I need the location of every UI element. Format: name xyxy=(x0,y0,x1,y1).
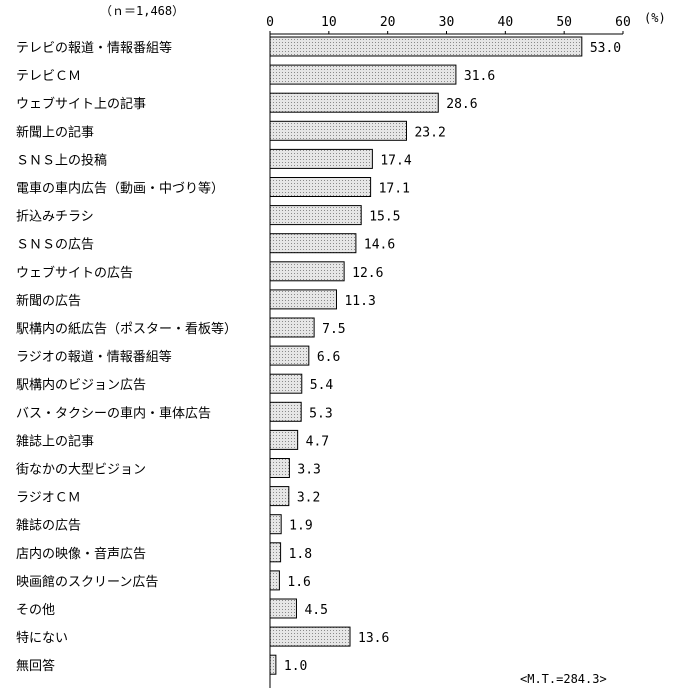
data-label: 1.6 xyxy=(287,575,310,590)
bar xyxy=(269,177,372,197)
category-label: ＳＮＳの広告 xyxy=(16,238,94,253)
data-label: 4.5 xyxy=(304,603,327,618)
bar xyxy=(269,205,362,226)
bar xyxy=(269,36,583,57)
data-label: 3.2 xyxy=(297,491,320,506)
category-label: 新聞の広告 xyxy=(16,293,81,309)
bar xyxy=(269,373,303,394)
category-label: ウェブサイト上の記事 xyxy=(16,96,146,112)
mt-total-label: <M.T.=284.3> xyxy=(520,672,607,686)
category-label: 雑誌の広告 xyxy=(16,518,81,534)
bar xyxy=(269,317,315,338)
data-label: 1.9 xyxy=(289,519,312,534)
bar xyxy=(269,401,302,422)
x-tick-label: 60 xyxy=(615,15,631,30)
x-tick-label: 20 xyxy=(380,15,396,30)
bar xyxy=(269,654,277,675)
x-tick-label: 50 xyxy=(556,15,572,30)
bar xyxy=(269,120,407,141)
bar xyxy=(269,429,299,450)
bar xyxy=(269,261,345,282)
category-label: 雑誌上の記事 xyxy=(16,433,94,449)
bar xyxy=(269,486,290,507)
bar xyxy=(269,64,457,85)
data-label: 4.7 xyxy=(306,434,329,449)
data-label: 28.6 xyxy=(446,97,477,112)
category-label: 特にない xyxy=(16,631,68,646)
data-label: 13.6 xyxy=(358,631,389,646)
bar xyxy=(269,92,439,113)
data-label: 15.5 xyxy=(369,210,400,225)
category-label: ラジオの報道・情報番組等 xyxy=(16,349,172,365)
data-label: 5.4 xyxy=(310,378,334,393)
x-tick-label: 0 xyxy=(266,15,274,30)
category-label: 新聞上の記事 xyxy=(16,124,94,140)
data-label: 31.6 xyxy=(464,69,495,84)
data-label: 6.6 xyxy=(317,350,340,365)
x-tick-label: 30 xyxy=(439,15,455,30)
unit-label: (%) xyxy=(644,11,666,25)
category-label: ＳＮＳ上の投稿 xyxy=(16,152,107,168)
category-label: その他 xyxy=(16,603,55,618)
data-label: 11.3 xyxy=(344,294,375,309)
category-label: テレビの報道・情報番組等 xyxy=(16,40,172,56)
bar xyxy=(269,148,373,169)
data-label: 14.6 xyxy=(364,238,395,253)
data-label: 7.5 xyxy=(322,322,345,337)
data-label: 1.0 xyxy=(284,659,307,674)
bar xyxy=(269,345,310,366)
category-label: 駅構内のビジョン広告 xyxy=(16,377,146,393)
category-label: 映画館のスクリーン広告 xyxy=(16,575,158,590)
x-tick-label: 10 xyxy=(321,15,337,30)
bar xyxy=(269,233,357,254)
data-label: 5.3 xyxy=(309,406,332,421)
category-label: テレビＣＭ xyxy=(16,69,81,84)
bar xyxy=(269,598,297,619)
category-label: 街なかの大型ビジョン xyxy=(16,463,146,478)
category-label: 店内の映像・音声広告 xyxy=(16,546,146,562)
category-label: 電車の車内広告（動画・中づり等） xyxy=(16,181,224,197)
bar xyxy=(269,626,351,647)
category-label: ウェブサイトの広告 xyxy=(16,265,133,281)
category-label: バス・タクシーの車内・車体広告 xyxy=(16,405,211,421)
data-label: 1.8 xyxy=(289,547,312,562)
bar xyxy=(269,289,337,310)
bar xyxy=(269,458,290,478)
data-label: 53.0 xyxy=(590,41,621,56)
bar xyxy=(269,542,282,563)
category-label: 駅構内の紙広告（ポスター・看板等） xyxy=(16,321,237,337)
data-label: 17.1 xyxy=(379,182,410,197)
category-label: 折込みチラシ xyxy=(16,210,94,225)
category-label: 無回答 xyxy=(16,658,55,674)
data-label: 17.4 xyxy=(380,153,411,168)
data-label: 23.2 xyxy=(414,125,445,140)
sample-size-label: （ｎ＝1,468） xyxy=(100,4,185,18)
x-tick-label: 40 xyxy=(498,15,514,30)
bar xyxy=(269,570,280,591)
data-label: 3.3 xyxy=(297,463,320,478)
bar xyxy=(269,514,282,535)
data-label: 12.6 xyxy=(352,266,383,281)
category-label: ラジオＣＭ xyxy=(16,491,81,506)
